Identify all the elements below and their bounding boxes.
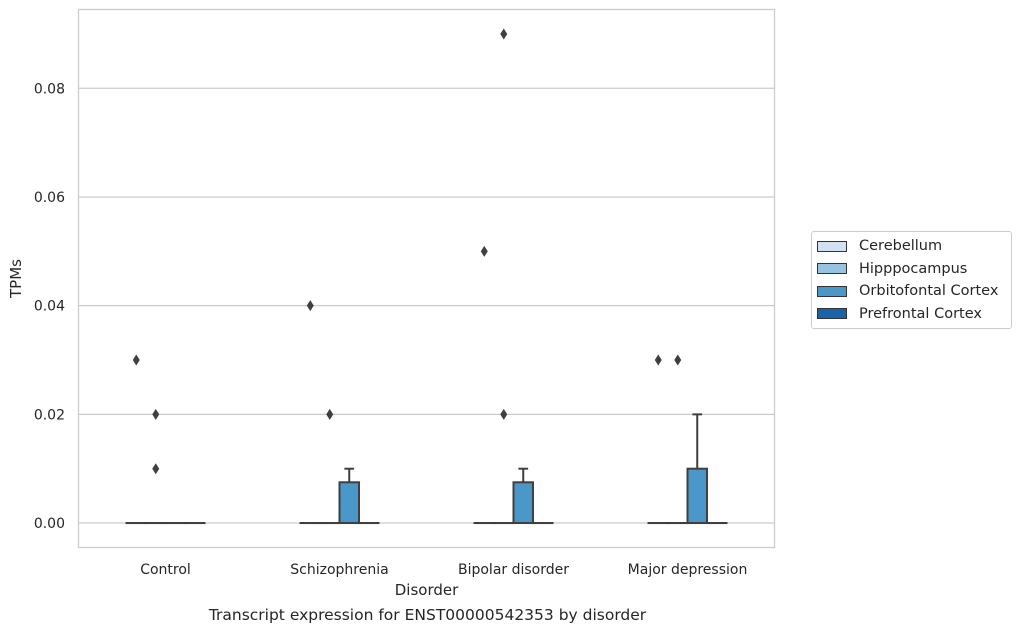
outlier-marker [500,28,508,40]
legend-label: Cerebellum [859,238,943,255]
x-tick-label: Control [140,562,191,578]
x-axis-title: Disorder [395,581,459,599]
outlier-marker [152,463,160,475]
y-tick-label: 0.04 [34,299,65,315]
outlier-marker [152,408,160,420]
box-body [686,467,708,525]
outliers [132,28,682,475]
plot-frame [77,8,776,549]
outlier-marker [674,354,682,366]
legend: Cerebellum Hipppocampus Orbitofontal Corte… [811,231,1012,329]
legend-swatch [817,285,847,297]
outlier-marker [132,354,140,366]
boxes [125,413,728,525]
legend-item: Hipppocampus [817,258,1011,281]
legend-item: Prefrontal Cortex [817,303,1011,326]
x-tick-labels: Control Schizophrenia Bipolar disorder Majo… [140,562,747,578]
legend-swatch [817,263,847,275]
outlier-marker [500,408,508,420]
gridlines [78,87,775,524]
box-body [338,481,360,525]
legend-swatch [817,308,847,320]
y-tick-label: 0.06 [34,190,65,206]
outlier-marker [654,354,662,366]
box-3-2 [686,413,708,525]
legend-label: Orbitofontal Cortex [859,283,999,300]
legend-label: Prefrontal Cortex [859,305,982,322]
y-axis-title: TPMs [7,259,25,299]
legend-item: Orbitofontal Cortex [817,280,1011,303]
box-1-2 [338,467,360,525]
x-tick-label: Major depression [628,562,748,578]
outlier-marker [480,245,488,257]
box-2-2 [512,467,534,525]
legend-item: Cerebellum [817,235,1011,258]
outlier-marker [306,300,314,312]
legend-swatch [817,240,847,252]
y-tick-label: 0.00 [34,516,65,532]
y-tick-labels: 0.00 0.02 0.04 0.06 0.08 [34,81,65,532]
y-tick-label: 0.02 [34,407,65,423]
outlier-marker [326,408,334,420]
x-tick-label: Schizophrenia [290,562,388,578]
x-tick-label: Bipolar disorder [458,562,569,578]
legend-label: Hipppocampus [859,260,968,277]
figure-caption: Transcript expression for ENST0000054235… [208,606,647,624]
box-body [512,481,534,525]
y-tick-label: 0.08 [34,81,65,97]
